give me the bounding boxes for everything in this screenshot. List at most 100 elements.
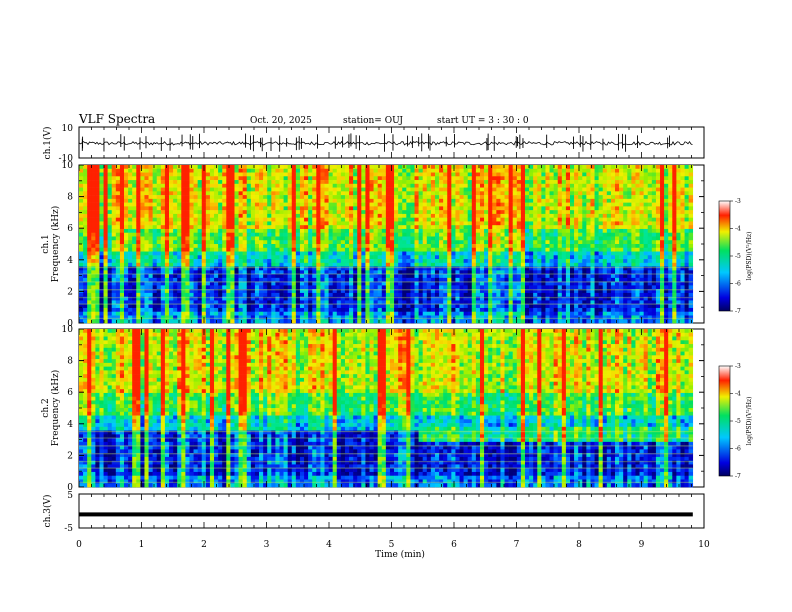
- spectrogram-cell: [250, 251, 256, 256]
- spectrogram-cell: [504, 191, 509, 196]
- spectrogram-cell: [308, 262, 313, 267]
- spectrogram-cell: [312, 277, 317, 282]
- spectrogram-cell: [414, 281, 419, 286]
- spectrogram-cell: [119, 180, 125, 185]
- spectrogram-cell: [267, 180, 272, 185]
- spectrogram-cell: [124, 292, 129, 297]
- spectrogram-cell: [516, 176, 522, 181]
- spectrogram-cell: [520, 289, 526, 294]
- spectrogram-cell: [164, 307, 170, 313]
- spectrogram-cell: [295, 236, 301, 241]
- spectrogram-cell: [115, 289, 121, 294]
- spectrogram-cell: [267, 217, 272, 222]
- spectrogram-cell: [234, 274, 239, 279]
- spectrogram-cell: [304, 259, 309, 264]
- spectrogram-cell: [324, 180, 329, 185]
- spectrogram-cell: [488, 311, 493, 316]
- spectrogram-cell: [246, 307, 252, 313]
- spectrogram-cell: [312, 213, 317, 218]
- spectrogram-cell: [152, 195, 158, 200]
- spectrogram-cell: [500, 277, 505, 282]
- spectrogram-cell: [205, 277, 211, 282]
- spectrogram-cell: [169, 206, 174, 211]
- spectrogram-cell: [128, 281, 133, 286]
- spectrogram-cell: [324, 232, 329, 237]
- spectrogram-cell: [398, 191, 403, 196]
- spectrogram-cell: [193, 262, 198, 267]
- spectrogram-cell: [418, 289, 423, 294]
- spectrogram-cell: [169, 213, 174, 218]
- spectrogram-cell: [205, 165, 211, 170]
- spectrogram-cell: [373, 183, 378, 188]
- spectrogram-cell: [451, 221, 456, 226]
- spectrogram-cell: [402, 202, 407, 207]
- spectrogram-cell: [164, 270, 170, 275]
- spectrogram-cell: [242, 304, 248, 309]
- spectrogram-cell: [291, 247, 297, 252]
- spectrogram-cell: [549, 296, 554, 301]
- spectrogram-cell: [508, 259, 514, 264]
- spectrogram-cell: [516, 251, 522, 256]
- spectrogram-cell: [119, 277, 125, 282]
- spectrogram-cell: [91, 225, 96, 230]
- spectrogram-cell: [553, 195, 559, 200]
- spectrogram-cell: [291, 187, 297, 192]
- spectrogram-cell: [201, 210, 207, 215]
- spectrogram-cell: [410, 225, 415, 230]
- spectrogram-cell: [385, 247, 391, 252]
- spectrogram-cell: [537, 202, 542, 207]
- spectrogram-cell: [369, 255, 374, 260]
- spectrogram-cell: [418, 217, 423, 222]
- spectrogram-cell: [160, 191, 166, 196]
- spectrogram-cell: [308, 296, 313, 301]
- spectrogram-cell: [492, 255, 497, 260]
- spectrogram-cell: [103, 180, 108, 185]
- spectrogram-cell: [336, 319, 342, 324]
- spectrogram-cell: [402, 311, 407, 316]
- spectrogram-cell: [377, 259, 383, 264]
- spectrogram-cell: [385, 180, 391, 185]
- spectrogram-cell: [87, 217, 92, 222]
- spectrogram-cell: [283, 262, 288, 267]
- spectrogram-cell: [189, 296, 194, 301]
- spectrogram-cell: [316, 277, 321, 282]
- spectrogram-cell: [357, 244, 362, 249]
- spectrogram-cell: [410, 165, 415, 170]
- spectrogram-cell: [79, 311, 84, 316]
- spectrogram-cell: [516, 304, 522, 309]
- spectrogram-cell: [119, 165, 125, 170]
- spectrogram-cell: [496, 274, 501, 279]
- spectrogram-cell: [455, 165, 460, 170]
- spectrogram-cell: [156, 221, 162, 226]
- spectrogram-cell: [103, 191, 108, 196]
- spectrogram-cell: [500, 311, 505, 316]
- spectrogram-cell: [410, 172, 415, 177]
- spectrogram-cell: [406, 259, 411, 264]
- spectrogram-cell: [533, 251, 538, 256]
- spectrogram-cell: [275, 292, 280, 297]
- spectrogram-cell: [389, 274, 395, 279]
- spectrogram-cell: [193, 213, 198, 218]
- spectrogram-cell: [467, 307, 473, 313]
- spectrogram-cell: [254, 292, 260, 297]
- spectrogram-cell: [312, 172, 317, 177]
- spectrogram-cell: [295, 266, 301, 271]
- spectrogram-cell: [529, 296, 534, 301]
- spectrogram-cell: [83, 285, 88, 290]
- spectrogram-cell: [173, 247, 178, 252]
- spectrogram-cell: [214, 236, 219, 241]
- spectrogram-cell: [316, 304, 321, 309]
- spectrogram-cell: [500, 180, 505, 185]
- spectrogram-cell: [226, 191, 231, 196]
- spectrogram-cell: [504, 311, 509, 316]
- spectrogram-cell: [357, 232, 362, 237]
- spectrogram-cell: [500, 191, 505, 196]
- spectrogram-cell: [197, 289, 203, 294]
- spectrogram-cell: [496, 221, 501, 226]
- spectrogram-cell: [336, 236, 342, 241]
- spectrogram-cell: [524, 304, 530, 309]
- spectrogram-cell: [451, 236, 456, 241]
- spectrogram-cell: [263, 319, 268, 324]
- spectrogram-cell: [181, 191, 186, 196]
- spectrogram-cell: [549, 307, 554, 313]
